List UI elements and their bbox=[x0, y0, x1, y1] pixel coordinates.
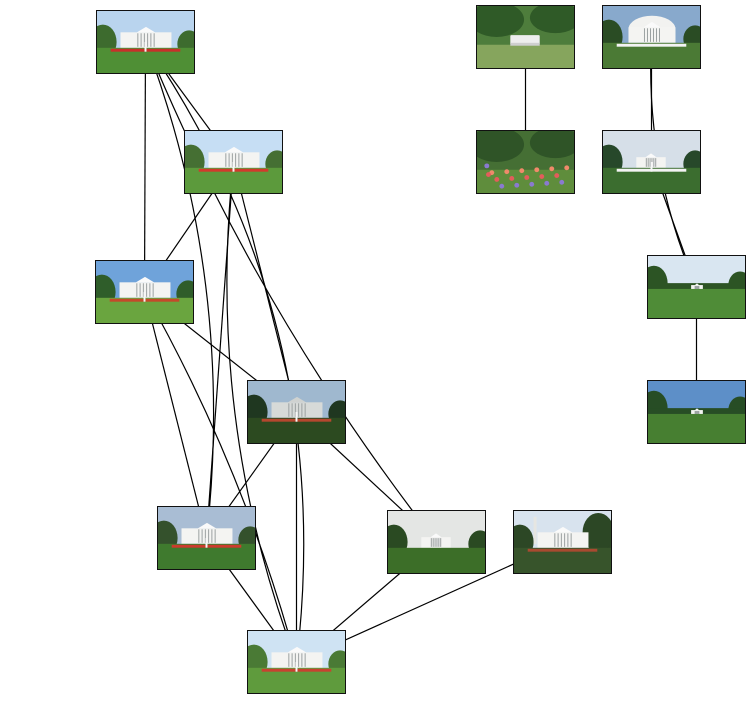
thumbnail-garden-bench[interactable] bbox=[476, 5, 575, 69]
thumbnail-white-house-fountain-blue-sky[interactable] bbox=[95, 260, 194, 324]
thumbnail-white-house-fountain-clear-sky[interactable] bbox=[184, 130, 283, 194]
thumbnail-white-house-dusk-shadows[interactable] bbox=[247, 380, 346, 444]
thumbnail-white-house-south-fountain[interactable] bbox=[602, 130, 701, 194]
thumbnail-white-house-trees-overcast[interactable] bbox=[387, 510, 486, 574]
thumbnail-white-house-south-portico[interactable] bbox=[602, 5, 701, 69]
thumbnail-south-lawn-blue-sky[interactable] bbox=[647, 380, 746, 444]
edge-n3-n5 bbox=[145, 292, 207, 538]
thumbnail-south-lawn-distant[interactable] bbox=[647, 255, 746, 319]
edge-n2-n4 bbox=[234, 162, 297, 412]
thumbnail-white-house-fountain-lawn-front[interactable] bbox=[247, 630, 346, 694]
thumbnail-white-house-fountain-cloudy[interactable] bbox=[157, 506, 256, 570]
thumbnail-garden-flowers[interactable] bbox=[476, 130, 575, 194]
edge-n1-n3 bbox=[145, 42, 146, 292]
thumbnail-white-house-washington-monument[interactable] bbox=[513, 510, 612, 574]
thumbnail-white-house-north-lawn-daytime[interactable] bbox=[96, 10, 195, 74]
